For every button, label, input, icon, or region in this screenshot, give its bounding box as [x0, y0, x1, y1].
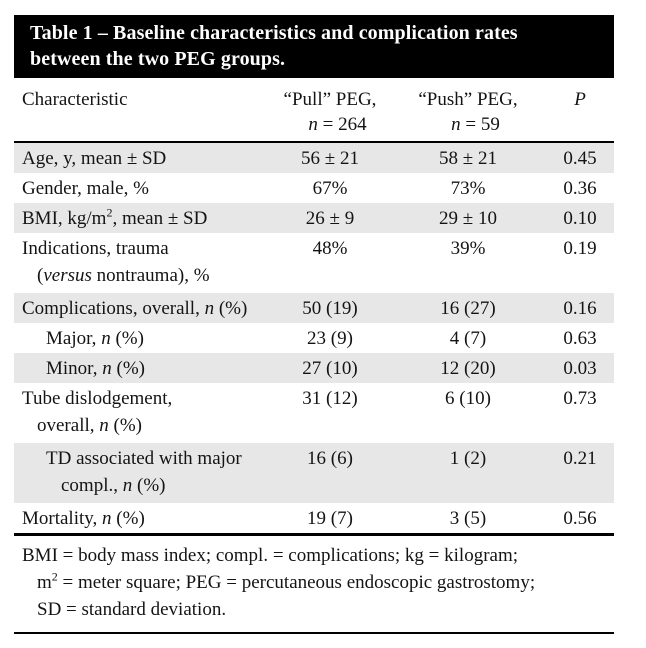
text-line: Indications, trauma: [22, 238, 169, 259]
cell-pull-peg: 16 (6): [307, 448, 353, 469]
cell-pull-peg: 27 (10): [302, 358, 358, 379]
table-row: Age, y, mean ± SD 56 ± 21 58 ± 21 0.45: [14, 142, 614, 173]
cell-pull-peg: 48%: [312, 238, 348, 259]
cell-pull-peg: 23 (9): [307, 328, 353, 349]
table-card: Table 1 – Baseline characteristics and c…: [14, 15, 614, 634]
table-row: Indications, trauma (versus nontrauma), %…: [14, 233, 614, 293]
cell-push-peg: 29 ± 10: [439, 208, 497, 229]
cell-push-peg: 6 (10): [445, 388, 491, 409]
cell-pull-peg: 19 (7): [307, 508, 353, 529]
cell-p-value: 0.21: [563, 448, 597, 469]
cell-push-peg: 1 (2): [449, 448, 487, 469]
text-line: overall, n (%): [37, 415, 142, 436]
cell-p-value: 0.45: [563, 148, 597, 169]
cell-characteristic: Tube dislodgement, overall, n (%): [14, 383, 270, 443]
table-row: Mortality, n (%) 19 (7) 3 (5) 0.56: [14, 503, 614, 535]
cell-p-value: 0.63: [563, 328, 597, 349]
column-header-pull: “Pull” PEG, n = 264: [270, 78, 390, 142]
table-row: TD associated with major compl., n (%) 16 …: [14, 443, 614, 503]
cell-push-peg: 58 ± 21: [439, 148, 497, 169]
cell-characteristic: Age, y, mean ± SD: [14, 142, 270, 173]
table-row: Major, n (%) 23 (9) 4 (7) 0.63: [14, 323, 614, 353]
cell-characteristic: Minor, n (%): [14, 353, 270, 383]
text-line: n = 264: [308, 114, 367, 135]
cell-push-peg: 73%: [450, 178, 486, 199]
cell-characteristic: Indications, trauma (versus nontrauma), %: [14, 233, 270, 293]
cell-push-peg: 39%: [450, 238, 486, 259]
text-line: SD = standard deviation.: [37, 599, 227, 620]
text-line: BMI = body mass index; compl. = complica…: [22, 545, 519, 566]
text-line: (versus nontrauma), %: [37, 265, 210, 286]
cell-p-value: 0.03: [563, 358, 597, 379]
cell-characteristic: BMI, kg/m2, mean ± SD: [14, 203, 270, 233]
text-line: n = 59: [451, 114, 500, 135]
text-line: P: [574, 89, 586, 110]
table-title-bar: Table 1 – Baseline characteristics and c…: [14, 15, 614, 78]
cell-pull-peg: 50 (19): [302, 298, 358, 319]
cell-p-value: 0.73: [563, 388, 597, 409]
text-line: Mortality, n (%): [22, 508, 145, 529]
table-title-line-1: Table 1 – Baseline characteristics and c…: [30, 22, 518, 44]
text-line: Age, y, mean ± SD: [22, 148, 167, 169]
text-line: TD associated with major: [46, 448, 242, 469]
baseline-characteristics-table: Characteristic “Pull” PEG, n = 264 “Push” P…: [14, 78, 614, 536]
column-header-p: P: [546, 78, 614, 142]
text-line: Complications, overall, n (%): [22, 298, 248, 319]
cell-characteristic: Major, n (%): [14, 323, 270, 353]
cell-push-peg: 12 (20): [440, 358, 496, 379]
text-line: Gender, male, %: [22, 178, 149, 199]
column-header-characteristic: Characteristic: [14, 78, 270, 142]
text-line: m2 = meter square; PEG = percutaneous en…: [37, 569, 536, 593]
cell-p-value: 0.19: [563, 238, 597, 259]
text-line: Characteristic: [22, 89, 128, 110]
table-row: Minor, n (%) 27 (10) 12 (20) 0.03: [14, 353, 614, 383]
cell-push-peg: 4 (7): [449, 328, 487, 349]
cell-characteristic: Complications, overall, n (%): [14, 293, 270, 323]
text-line: Tube dislodgement,: [22, 388, 173, 409]
cell-p-value: 0.36: [563, 178, 597, 199]
cell-pull-peg: 26 ± 9: [305, 208, 355, 229]
text-line: BMI, kg/m2, mean ± SD: [22, 205, 208, 229]
cell-pull-peg: 31 (12): [302, 388, 358, 409]
cell-characteristic: Mortality, n (%): [14, 503, 270, 535]
text-line: compl., n (%): [61, 475, 166, 496]
cell-p-value: 0.16: [563, 298, 597, 319]
table-row: BMI, kg/m2, mean ± SD 26 ± 9 29 ± 10 0.10: [14, 203, 614, 233]
cell-p-value: 0.56: [563, 508, 597, 529]
text-line: Minor, n (%): [46, 358, 145, 379]
table-row: Tube dislodgement, overall, n (%) 31 (12) 6…: [14, 383, 614, 443]
table-footnote: BMI = body mass index; compl. = complica…: [14, 536, 614, 634]
cell-characteristic: Gender, male, %: [14, 173, 270, 203]
table-row: Complications, overall, n (%) 50 (19) 16 (…: [14, 293, 614, 323]
cell-push-peg: 16 (27): [440, 298, 496, 319]
text-line: “Pull” PEG,: [283, 89, 377, 110]
column-header-push: “Push” PEG, n = 59: [390, 78, 546, 142]
table-row: Gender, male, % 67% 73% 0.36: [14, 173, 614, 203]
cell-characteristic: TD associated with major compl., n (%): [14, 443, 270, 503]
table-header-row: Characteristic “Pull” PEG, n = 264 “Push” P…: [14, 78, 614, 142]
cell-pull-peg: 67%: [312, 178, 348, 199]
cell-p-value: 0.10: [563, 208, 597, 229]
text-line: “Push” PEG,: [418, 89, 518, 110]
text-line: Major, n (%): [46, 328, 144, 349]
cell-pull-peg: 56 ± 21: [301, 148, 359, 169]
table-title-line-2: between the two PEG groups.: [30, 48, 286, 70]
cell-push-peg: 3 (5): [449, 508, 487, 529]
